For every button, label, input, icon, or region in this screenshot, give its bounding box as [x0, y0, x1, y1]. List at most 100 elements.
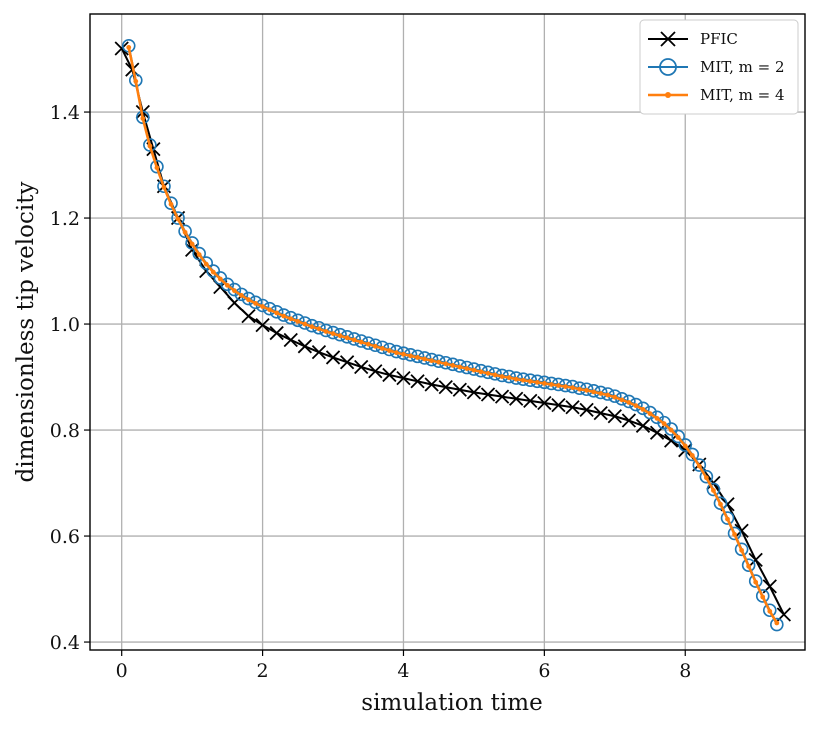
mit-m4-marker — [584, 387, 590, 393]
mit-m2-marker — [234, 287, 249, 302]
mit-m4-marker — [140, 116, 146, 121]
mit-m4-marker — [513, 376, 519, 382]
legend-box — [639, 19, 799, 115]
mit-m4-marker — [372, 343, 378, 349]
pfic-marker — [297, 339, 312, 354]
pfic-marker — [368, 364, 383, 379]
pfic-marker — [494, 389, 510, 404]
mit-m2-marker — [762, 603, 777, 618]
mit-m4-marker — [274, 310, 280, 316]
mit-m4-marker — [577, 386, 582, 392]
mit-m4-marker — [640, 406, 646, 412]
mit-m4-marker — [302, 321, 308, 327]
mit-m4-marker — [471, 367, 477, 373]
pfic-marker — [523, 393, 538, 409]
pfic-marker — [424, 377, 439, 392]
mit-m4-marker — [443, 361, 449, 367]
mit-m4-marker — [436, 359, 442, 365]
mit-m4-marker — [767, 608, 773, 614]
mit-m2-marker — [692, 458, 707, 472]
pfic-marker — [283, 332, 298, 348]
mit-m4-marker — [323, 329, 329, 334]
mit-m4-marker — [478, 369, 484, 375]
mit-m4-marker — [746, 563, 752, 569]
pfic-marker — [410, 374, 425, 389]
mit-m4-marker — [295, 319, 301, 324]
mit-m4-marker — [619, 397, 625, 403]
mit-m2-marker — [664, 422, 678, 436]
legend-items: PFIC MIT, m = 2 MIT, m = 4 — [648, 30, 785, 104]
pfic-marker — [593, 405, 608, 421]
pfic-marker — [438, 379, 453, 395]
x-axis-label: simulation time — [361, 690, 542, 716]
mit-m2-marker — [199, 256, 214, 270]
mit-m2-marker — [192, 246, 206, 261]
pfic-marker — [466, 385, 482, 400]
pfic-marker — [114, 41, 129, 56]
mit-m4-marker — [633, 403, 639, 409]
mit-m2-marker — [741, 558, 756, 573]
mit-m4-marker — [760, 594, 766, 600]
y-axis-label: dimensionless tip velocity — [13, 182, 39, 483]
mit-m4-marker — [239, 293, 244, 298]
mit-m2-marker — [643, 405, 657, 420]
mit-m4-marker — [612, 394, 618, 400]
y-tick-label: 0.8 — [50, 420, 80, 442]
x-tick-label: 0 — [116, 660, 128, 682]
mit-m4-marker — [260, 304, 265, 309]
mit-m2-marker — [727, 526, 742, 541]
mit-m4-marker — [570, 385, 575, 391]
mit-m4-marker — [415, 355, 420, 360]
mit-m4-marker — [696, 463, 702, 469]
mit-m2-marker — [206, 264, 221, 278]
mit-m4-marker — [168, 201, 174, 207]
pfic-marker — [607, 409, 622, 424]
pfic-marker — [311, 345, 327, 360]
mit-m4-marker — [379, 346, 385, 351]
mit-m4-marker — [161, 184, 167, 190]
mit-m4-marker — [492, 372, 498, 378]
pfic-marker — [565, 400, 580, 415]
pfic-marker — [255, 317, 270, 333]
y-tick-label: 1.4 — [50, 102, 80, 124]
mit-m2-marker — [713, 496, 728, 510]
mit-m4-marker — [549, 382, 554, 387]
mit-m2-marker — [720, 511, 735, 525]
mit-m4-marker — [429, 358, 435, 364]
mit-m2-marker — [699, 469, 714, 484]
mit-m4-marker — [224, 282, 230, 288]
mit-m4-marker — [689, 453, 695, 458]
mit-m4-marker — [506, 375, 512, 380]
mit-m2-marker — [636, 401, 650, 416]
legend-label: MIT, m = 2 — [700, 58, 785, 76]
x-tick-label: 6 — [538, 660, 550, 682]
pfic-marker — [396, 370, 411, 386]
mit-m2-marker — [150, 159, 164, 174]
mit-m2-marker — [678, 438, 693, 452]
mit-m4-marker — [316, 326, 322, 332]
mit-m2-marker — [248, 295, 263, 310]
legend-marker — [659, 58, 677, 76]
mit-m2-marker — [171, 211, 185, 225]
y-tick-label: 0.6 — [50, 526, 80, 548]
mit-m4-marker — [133, 78, 139, 84]
mit-m4-marker — [654, 415, 660, 421]
mit-m4-marker — [520, 377, 526, 383]
mit-m4-marker — [358, 339, 364, 345]
mit-m4-marker — [394, 350, 399, 356]
mit-m4-marker — [457, 364, 463, 370]
mit-m2-marker — [770, 617, 784, 632]
mit-m4-marker — [605, 392, 611, 398]
mit-m4-marker — [232, 288, 237, 294]
mit-m4-marker — [351, 337, 357, 343]
mit-m4-marker — [703, 475, 709, 481]
mit-m4-marker — [563, 384, 568, 389]
pfic-marker — [354, 359, 369, 375]
mit-m4-marker — [499, 374, 505, 379]
mit-m4-marker — [182, 229, 188, 235]
mit-m4-marker — [330, 331, 336, 336]
mit-m4-marker — [408, 353, 413, 359]
mit-m2-marker — [178, 224, 192, 239]
pfic-marker — [339, 355, 355, 370]
